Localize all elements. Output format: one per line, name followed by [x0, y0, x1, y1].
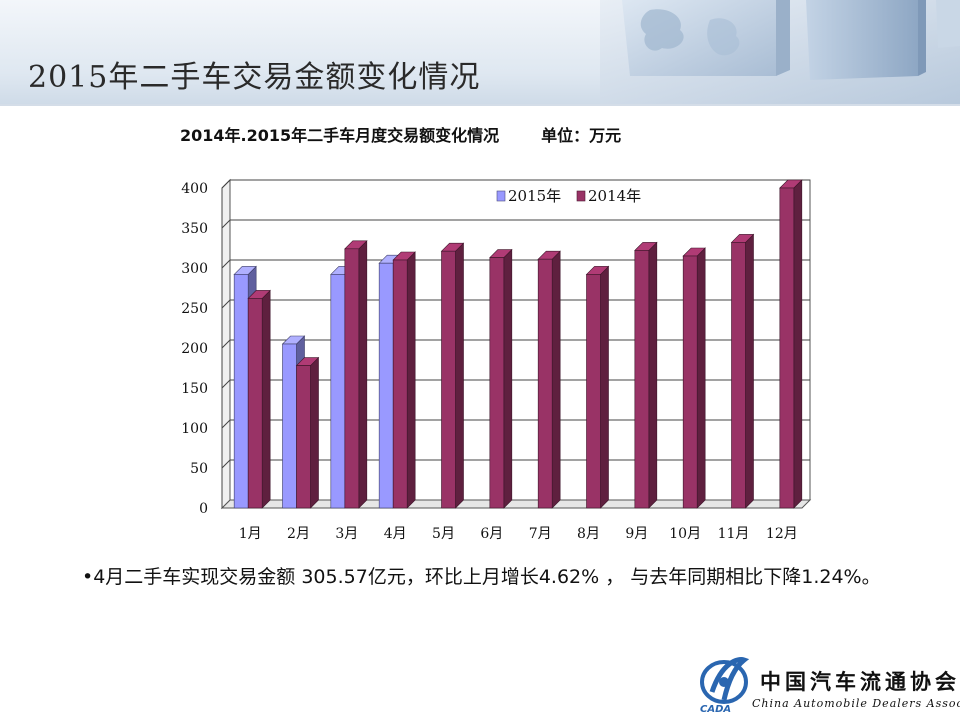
bar-front — [378, 262, 394, 509]
y-tick-label: 400 — [181, 181, 208, 197]
bar — [779, 179, 803, 509]
bar-front — [779, 187, 795, 509]
x-tick-label: 1月 — [239, 526, 262, 542]
org-name-english: China Automobile Dealers Association — [752, 697, 960, 710]
bar — [634, 241, 658, 509]
y-tick-label: 300 — [181, 261, 208, 277]
org-name-chinese: 中国汽车流通协会 — [760, 669, 960, 694]
bar — [585, 265, 610, 509]
bar — [392, 251, 416, 509]
cada-logo-icon: CADA — [700, 657, 750, 715]
bar-front — [330, 274, 346, 509]
slide-header: 2015年二手车交易金额变化情况 — [0, 0, 960, 104]
summary-bullet-text: •4月二手车实现交易金额 305.57亿元，环比上月增长4.62% ， 与去年同… — [82, 566, 881, 588]
x-tick-label: 12月 — [766, 526, 798, 542]
bar-front — [282, 343, 297, 509]
bar-side — [406, 251, 416, 509]
bar — [295, 356, 320, 509]
x-tick-label: 3月 — [335, 526, 358, 542]
gridline — [221, 259, 810, 269]
x-tick-label: 5月 — [432, 526, 455, 542]
legend-swatch — [576, 190, 586, 202]
gridline — [221, 379, 810, 389]
bar-front — [731, 242, 746, 509]
bar-side — [551, 250, 561, 509]
bar-side — [310, 356, 319, 509]
x-tick-label: 11月 — [718, 526, 750, 542]
bar — [730, 233, 755, 509]
bar-side — [503, 248, 513, 509]
bar-front — [296, 365, 311, 509]
gridline — [221, 219, 810, 229]
gridline — [221, 179, 810, 189]
gridline — [221, 299, 810, 309]
chart-unit-label: 单位：万元 — [541, 126, 622, 145]
chart-title: 2014年.2015年二手车月度交易额变化情况 单位：万元 — [180, 122, 621, 146]
bar-front — [537, 258, 553, 509]
column-chart: 0 50 100 150 200 250 300 350 400 1月 2月 3月 4月 5月 6月 7月 8月… — [181, 178, 812, 542]
bar — [247, 289, 271, 509]
bar-front — [682, 255, 698, 509]
x-tick-label: 9月 — [625, 526, 648, 542]
x-tick-label: 4月 — [384, 526, 407, 542]
bar-side — [455, 242, 464, 509]
legend-swatch — [496, 190, 506, 202]
bar-front — [586, 274, 601, 509]
bar-side — [696, 247, 706, 509]
bar-front — [247, 298, 263, 509]
y-tick-label: 200 — [181, 341, 208, 357]
bar-side — [648, 241, 658, 509]
bar-side — [358, 240, 368, 509]
legend-label: 2015年 — [508, 187, 561, 205]
slide-title: 2015年二手车交易金额变化情况 — [28, 60, 481, 95]
bar-side — [600, 265, 609, 509]
y-tick-label: 50 — [190, 461, 208, 477]
gridline — [221, 339, 810, 349]
bar-front — [441, 250, 456, 509]
y-tick-label: 100 — [181, 421, 208, 437]
logo-letters: CADA — [700, 704, 731, 715]
bar-front — [344, 248, 360, 509]
bar-side — [793, 179, 803, 509]
legend-label: 2014年 — [588, 187, 641, 205]
y-tick-label: 350 — [181, 221, 208, 237]
bar-front — [392, 259, 408, 509]
x-tick-label: 10月 — [669, 526, 701, 542]
bar-side — [745, 233, 754, 509]
x-tick-label: 6月 — [480, 526, 503, 542]
y-tick-label: 150 — [181, 381, 208, 397]
bar-front — [489, 257, 505, 509]
x-tick-label: 8月 — [577, 526, 600, 542]
bar — [440, 242, 465, 509]
bar-side — [261, 289, 271, 509]
chart-axes: 0 50 100 150 200 250 300 350 400 1月 2月 3月 4月 5月 6月 7月 8月… — [181, 181, 797, 542]
bar — [682, 247, 706, 509]
bar-front — [634, 250, 650, 509]
chart-legend: 2015年 2014年 — [496, 187, 641, 205]
y-tick-label: 0 — [199, 501, 208, 517]
chart-bars — [233, 179, 803, 509]
bar — [537, 250, 561, 509]
gridline — [221, 419, 810, 429]
gridline — [221, 459, 810, 469]
bar-front — [233, 274, 249, 509]
x-tick-label: 2月 — [287, 526, 310, 542]
header-cubes-image — [600, 0, 960, 104]
header-divider — [0, 104, 960, 106]
bar — [489, 248, 513, 509]
chart-title-text: 2014年.2015年二手车月度交易额变化情况 — [180, 126, 500, 145]
x-tick-label: 7月 — [529, 526, 552, 542]
bar — [344, 240, 368, 509]
y-tick-label: 250 — [181, 301, 208, 317]
